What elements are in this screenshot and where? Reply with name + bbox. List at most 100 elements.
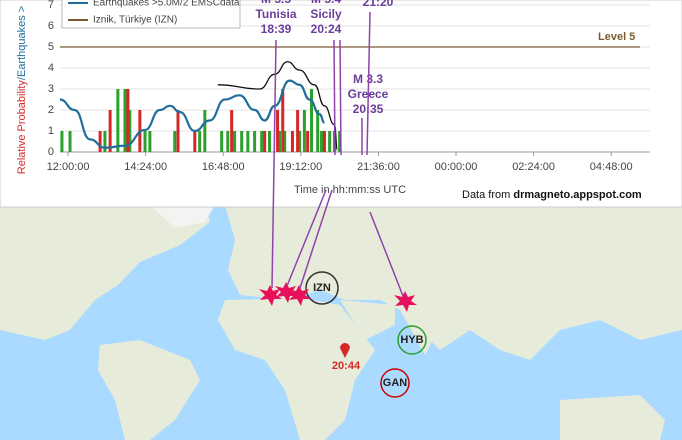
x-tick-label: 21:36:00 xyxy=(357,161,400,173)
bar xyxy=(128,110,132,152)
station-label: GAN xyxy=(383,377,408,389)
bar xyxy=(198,131,202,152)
arrow xyxy=(339,39,342,156)
source: Data from drmagneto.appspot.com xyxy=(462,189,642,201)
annotation: M 5.5 xyxy=(261,0,291,6)
bar xyxy=(108,110,112,152)
y-tick-label: 1 xyxy=(48,125,54,137)
pin xyxy=(340,343,350,358)
star xyxy=(394,291,417,312)
bar xyxy=(322,131,326,152)
station-label: HYB xyxy=(400,334,423,346)
bar xyxy=(263,131,267,152)
bar xyxy=(193,131,197,152)
land xyxy=(225,205,682,360)
station-ring xyxy=(305,271,339,305)
annotation: M 5.4 xyxy=(311,0,341,6)
bar xyxy=(253,131,257,152)
bar xyxy=(176,110,180,152)
x-axis-label: Time in hh:mm:ss UTC xyxy=(294,184,406,196)
annotation: 18:39 xyxy=(261,22,292,36)
land xyxy=(560,395,665,440)
y-tick-label: 4 xyxy=(48,62,54,74)
land xyxy=(98,340,200,440)
y-axis-label: Relative Probability/Earthquakes > xyxy=(16,6,28,174)
annotation: Sicily xyxy=(310,7,342,21)
bar xyxy=(281,89,285,152)
y-tick-label: 0 xyxy=(48,146,54,158)
bar xyxy=(126,89,130,152)
arrow xyxy=(333,39,336,156)
bar xyxy=(148,131,152,152)
bar xyxy=(310,89,314,152)
star xyxy=(275,282,298,303)
bar xyxy=(290,131,294,152)
arrow xyxy=(369,211,404,297)
land xyxy=(150,205,215,228)
line xyxy=(217,61,339,151)
map: IZN HYB GAN 20:44 xyxy=(0,205,682,440)
bar xyxy=(220,131,224,152)
station-ring xyxy=(397,325,427,355)
x-tick-label: 16:48:00 xyxy=(202,161,245,173)
time-label: 20:44 xyxy=(332,360,361,372)
quake-stars xyxy=(259,282,417,312)
land xyxy=(400,310,445,355)
station-ring xyxy=(380,368,410,398)
y-label-part: Relative Probability xyxy=(16,80,28,175)
bar xyxy=(226,131,230,152)
bar xyxy=(316,110,320,152)
bar xyxy=(306,131,310,152)
bar xyxy=(296,110,300,152)
y-label-part: /Earthquakes > xyxy=(16,6,28,80)
bar xyxy=(328,131,332,152)
line xyxy=(59,79,325,149)
y-tick-label: 5 xyxy=(48,41,54,53)
y-tick-label: 7 xyxy=(48,0,54,11)
legend-label: Iznik, Türkiye (IZN) xyxy=(93,15,177,26)
legend: Earthquakes >5.0M/2 EMSCdata Iznik, Türki… xyxy=(61,0,241,29)
x-tick-label: 19:12:00 xyxy=(279,161,322,173)
source-prefix: Data from xyxy=(462,189,510,201)
x-tick-label: 14:24:00 xyxy=(124,161,167,173)
x-tick-label: 00:00:00 xyxy=(435,161,478,173)
bar xyxy=(298,131,302,152)
bar xyxy=(276,110,280,152)
star xyxy=(288,285,311,306)
bar xyxy=(240,131,244,152)
bar xyxy=(260,131,264,152)
level-label: Level 5 xyxy=(598,31,635,43)
bar xyxy=(203,110,207,152)
y-tick-label: 6 xyxy=(48,20,54,32)
arrow xyxy=(286,189,327,287)
bar xyxy=(302,110,306,152)
star xyxy=(259,285,282,306)
legend-box xyxy=(61,0,241,29)
bar xyxy=(278,131,282,152)
station-label: IZN xyxy=(313,282,331,294)
bar xyxy=(267,131,271,152)
arrow xyxy=(366,11,371,156)
y-tick-label: 3 xyxy=(48,83,54,95)
land xyxy=(340,300,395,340)
x-tick-label: 12:00:00 xyxy=(47,161,90,173)
bar xyxy=(98,131,102,152)
bar xyxy=(320,131,324,152)
annotation: 20:24 xyxy=(311,22,342,36)
bar xyxy=(173,131,177,152)
bar xyxy=(338,131,342,152)
land xyxy=(218,298,375,440)
legend-label: Earthquakes >5.0M/2 EMSCdata xyxy=(93,0,240,9)
land xyxy=(0,205,210,340)
bar xyxy=(233,131,237,152)
source-url: drmagneto.appspot.com xyxy=(513,189,642,201)
x-tick-label: 02:24:00 xyxy=(512,161,555,173)
bar xyxy=(230,110,234,152)
bar xyxy=(60,131,64,152)
bar xyxy=(283,131,287,152)
arrows xyxy=(271,11,404,297)
arrow xyxy=(299,189,333,289)
bar xyxy=(103,131,107,152)
annotation: Tunisia xyxy=(255,7,296,21)
